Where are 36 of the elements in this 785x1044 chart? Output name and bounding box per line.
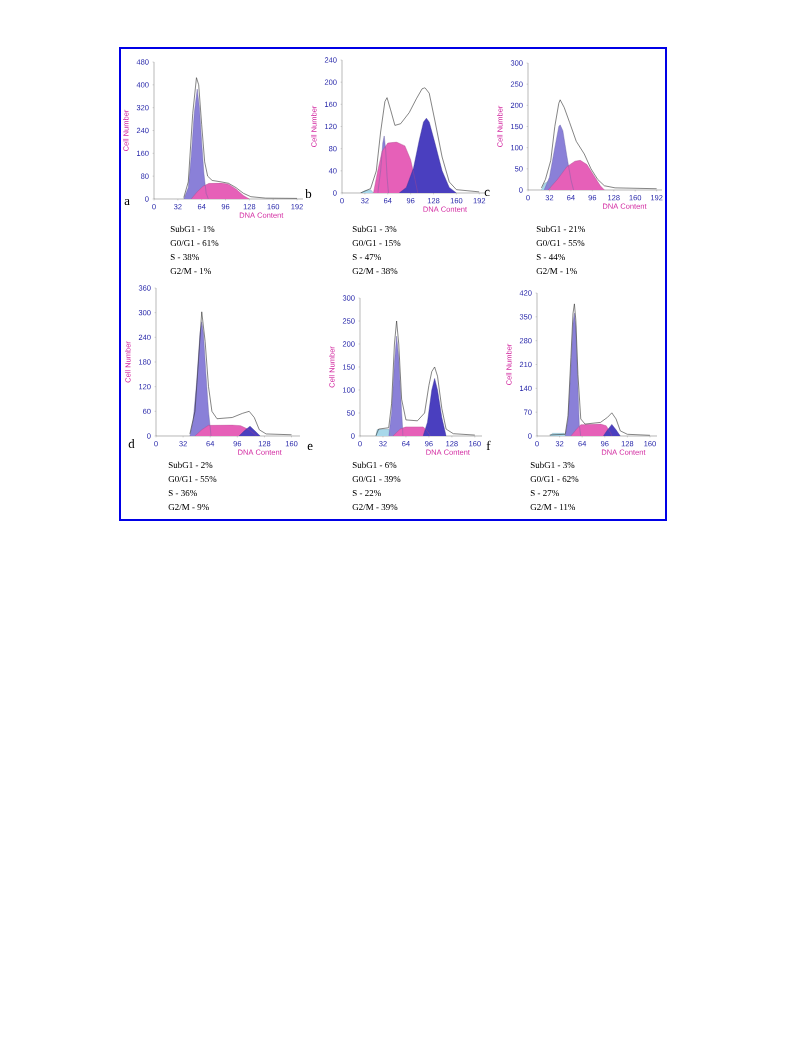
text: G2/M - 1% (536, 268, 577, 275)
text: G0/G1 - 15% (352, 240, 401, 247)
text: f (486, 440, 491, 450)
text: SubG1 - 1% (170, 225, 215, 233)
text: SubG1 - 2% (168, 461, 213, 469)
text: G2/M - 1% (170, 268, 211, 275)
text: b (305, 188, 312, 199)
text: SubG1 - 3% (530, 461, 575, 469)
line-series (360, 87, 480, 193)
line-series (549, 303, 651, 436)
text: G2/M - 9% (168, 504, 209, 511)
text: S - 22% (352, 490, 381, 497)
text: SubG1 - 3% (352, 225, 397, 233)
line-series (375, 320, 476, 436)
text: SubG1 - 6% (352, 461, 397, 469)
text: e (307, 443, 313, 451)
line-series (183, 77, 298, 199)
text: G0/G1 - 55% (168, 476, 217, 483)
text: G2/M - 11% (530, 504, 576, 511)
text: d (128, 438, 135, 449)
text: SubG1 - 21% (536, 225, 585, 233)
text: S - 44% (536, 254, 565, 261)
text: a (124, 198, 130, 206)
text: G0/G1 - 55% (536, 240, 585, 247)
text: G2/M - 38% (352, 268, 398, 275)
text: G0/G1 - 61% (170, 240, 219, 247)
text: S - 47% (352, 254, 381, 261)
line-series (541, 99, 657, 190)
annotation: c (484, 189, 490, 197)
text: S - 38% (170, 254, 199, 261)
text: G2/M - 39% (352, 504, 398, 511)
text: S - 36% (168, 490, 197, 497)
line-series (189, 311, 292, 436)
text: G0/G1 - 62% (530, 476, 579, 483)
text: G0/G1 - 39% (352, 476, 401, 483)
text: S - 27% (530, 490, 559, 497)
